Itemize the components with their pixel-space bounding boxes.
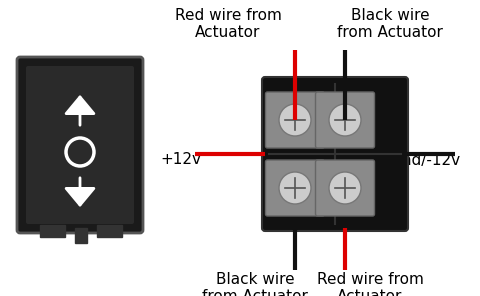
Text: +12v: +12v (160, 152, 201, 168)
Circle shape (329, 104, 361, 136)
Bar (97, 225, 122, 237)
Circle shape (279, 172, 311, 204)
FancyBboxPatch shape (262, 77, 408, 231)
FancyBboxPatch shape (26, 66, 134, 224)
Text: Red wire from
Actuator: Red wire from Actuator (317, 272, 423, 296)
Bar (75, 228, 87, 243)
Text: Black wire
from Actuator: Black wire from Actuator (337, 8, 443, 40)
Circle shape (329, 172, 361, 204)
FancyBboxPatch shape (17, 57, 143, 233)
FancyBboxPatch shape (315, 92, 374, 148)
Text: Gnd/-12v: Gnd/-12v (390, 152, 460, 168)
Circle shape (279, 104, 311, 136)
Bar (40, 225, 65, 237)
Text: Black wire
from Actuator: Black wire from Actuator (202, 272, 308, 296)
FancyBboxPatch shape (265, 160, 324, 216)
FancyBboxPatch shape (265, 92, 324, 148)
FancyBboxPatch shape (315, 160, 374, 216)
Text: Red wire from
Actuator: Red wire from Actuator (175, 8, 281, 40)
